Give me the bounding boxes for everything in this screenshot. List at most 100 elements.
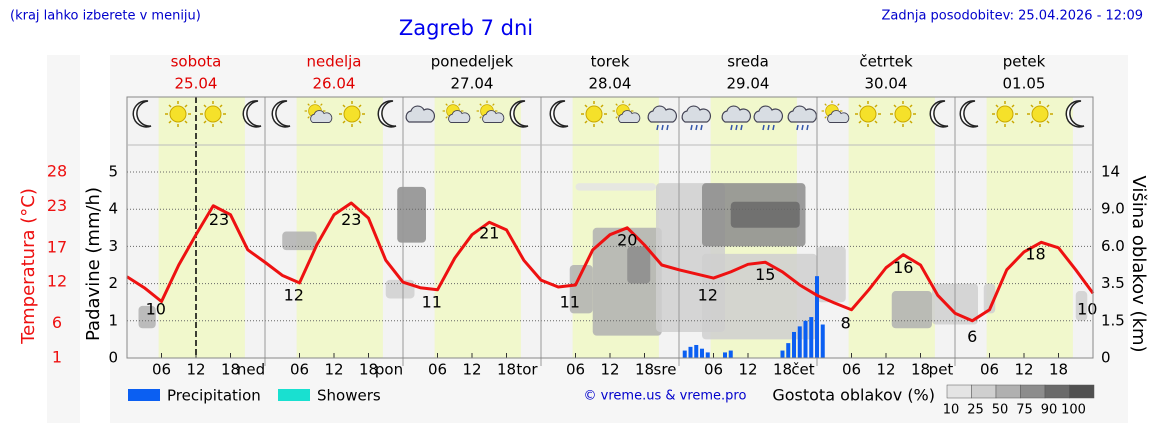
x-tick-label: 18 [359, 361, 378, 379]
cloud-scale-box [946, 384, 972, 399]
x-tick-label: pet [929, 361, 954, 379]
x-tick-label: 06 [428, 361, 447, 379]
precip-bar [728, 350, 733, 358]
daylight-band [296, 97, 383, 358]
cloud-scale-tick: 75 [1016, 403, 1033, 418]
y2-tick-label: 9.0 [1101, 200, 1125, 218]
x-tick-label: 12 [324, 361, 343, 379]
x-tick-label: 12 [876, 361, 895, 379]
y2-axis-label: Višina oblakov (km) [1128, 175, 1149, 352]
precip-bar [705, 352, 710, 358]
x-tick-label: 06 [980, 361, 999, 379]
cloud-block [891, 291, 932, 329]
y-tick-label: 2 [108, 274, 118, 292]
precip-bar [786, 343, 791, 358]
temp-tick-label: 28 [47, 162, 67, 181]
cloud-block [569, 265, 593, 314]
precip-bar [792, 331, 796, 358]
y2-tick-label: 6.0 [1101, 237, 1125, 255]
temp-tick-label: 1 [52, 348, 62, 367]
temp-label: 16 [893, 258, 913, 277]
x-tick-label: 06 [566, 361, 585, 379]
temp-label: 12 [698, 286, 718, 305]
cloud-block [627, 246, 651, 284]
legend-label: Showers [317, 387, 381, 405]
temp-tick-label: 17 [47, 237, 67, 256]
x-tick-label: 06 [152, 361, 171, 379]
note: (kraj lahko izberete v meniju) [10, 9, 201, 24]
cloud-scale-box [971, 384, 997, 399]
day-name: nedelja [306, 53, 361, 71]
x-tick-label: ned [237, 361, 265, 379]
credit: © vreme.us & vreme.pro [584, 389, 747, 404]
temp-tick-label: 23 [47, 196, 67, 215]
precip-bar [803, 320, 808, 358]
temp-label: 12 [284, 286, 304, 305]
precip-bar [694, 344, 699, 358]
day-date: 25.04 [175, 75, 218, 93]
daylight-band [986, 97, 1073, 358]
temp-label: 10 [146, 300, 166, 319]
x-tick-label: tor [516, 361, 538, 379]
cloud-scale-tick: 25 [967, 403, 984, 418]
day-name: petek [1003, 53, 1046, 71]
precip-bar [723, 352, 727, 358]
y2-tick-label: 3.5 [1101, 274, 1125, 292]
day-name: ponedeljek [431, 53, 514, 71]
left-panel [47, 55, 80, 423]
precip-bar [700, 348, 704, 358]
day-date: 26.04 [313, 75, 356, 93]
plot-frame [126, 96, 1094, 359]
x-tick-label: 18 [911, 361, 930, 379]
y-tick-label: 5 [108, 163, 118, 181]
cloud-scale-tick: 50 [992, 403, 1009, 418]
temp-tick-label: 6 [52, 313, 62, 332]
y-tick-label: 1 [108, 311, 118, 329]
cloud-block [282, 231, 317, 251]
day-date: 29.04 [727, 75, 770, 93]
cloud-scale-box [1069, 384, 1095, 399]
temp-label: 10 [1077, 300, 1097, 319]
y2-tick-label: 0 [1101, 349, 1111, 367]
x-tick-label: 18 [773, 361, 792, 379]
day-name: sreda [727, 53, 769, 71]
y-tick-label: 0 [108, 349, 118, 367]
x-tick-label: 12 [600, 361, 619, 379]
cloud-scale-box [1044, 384, 1070, 399]
x-tick-label: 18 [1049, 361, 1068, 379]
title: Zagreb 7 dni [399, 16, 533, 40]
temperature-line [126, 201, 1095, 323]
x-tick-label: 12 [1014, 361, 1033, 379]
temp-label: 23 [341, 210, 361, 229]
x-tick-label: 18 [497, 361, 516, 379]
day-name: torek [591, 53, 630, 71]
cloud-scale-label: Gostota oblakov (%) [772, 386, 935, 405]
precip-bar [809, 317, 814, 358]
legend-swatch [128, 389, 160, 401]
temp-label: 11 [560, 293, 580, 312]
temp-label: 11 [422, 293, 442, 312]
cloud-block [385, 279, 415, 299]
day-date: 28.04 [589, 75, 632, 93]
legend-label: Precipitation [167, 387, 261, 405]
temp-label: 15 [755, 265, 775, 284]
day-date: 27.04 [451, 75, 494, 93]
x-tick-label: 12 [462, 361, 481, 379]
day-date: 01.05 [1003, 75, 1046, 93]
precip-bar [797, 326, 802, 358]
cloud-scale-tick: 90 [1041, 403, 1058, 418]
cloud-block [1075, 291, 1088, 321]
x-tick-label: 18 [221, 361, 240, 379]
precip-bar [815, 276, 819, 358]
x-tick-label: sre [654, 361, 677, 379]
temp-label: 6 [967, 327, 977, 346]
temp-label: 23 [209, 210, 229, 229]
x-tick-label: 18 [635, 361, 654, 379]
y-axis-label: Padavine (mm/h) [83, 187, 104, 341]
y-tick-label: 4 [108, 200, 118, 218]
temp-label: 8 [841, 313, 851, 332]
precip-bar [820, 324, 825, 358]
day-name: sobota [171, 53, 222, 71]
temp-axis-label: Temperatura (°C) [18, 188, 39, 345]
